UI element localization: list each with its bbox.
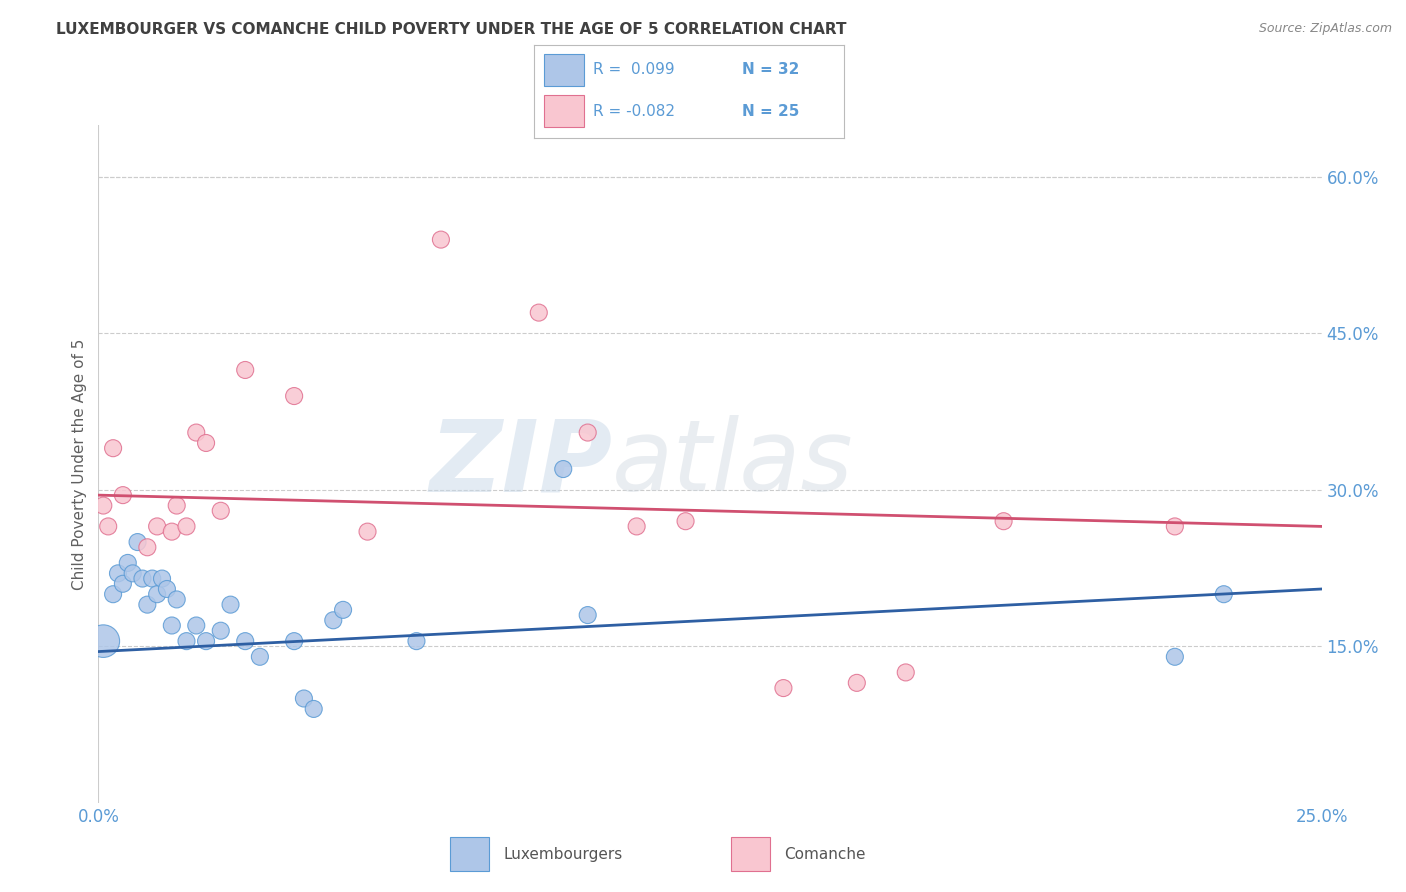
FancyBboxPatch shape bbox=[544, 95, 583, 127]
Point bbox=[576, 425, 599, 440]
Point bbox=[136, 598, 159, 612]
Point bbox=[283, 634, 305, 648]
Point bbox=[107, 566, 129, 581]
Point bbox=[233, 363, 256, 377]
Point bbox=[101, 441, 124, 455]
Text: ZIP: ZIP bbox=[429, 416, 612, 512]
Point bbox=[209, 504, 232, 518]
Point bbox=[1164, 519, 1187, 533]
Point bbox=[292, 691, 315, 706]
Point bbox=[101, 587, 124, 601]
Point bbox=[121, 566, 143, 581]
Point bbox=[160, 524, 183, 539]
Point bbox=[302, 702, 325, 716]
Point bbox=[356, 524, 378, 539]
Text: Comanche: Comanche bbox=[785, 847, 866, 862]
Text: R =  0.099: R = 0.099 bbox=[593, 62, 675, 78]
Point bbox=[136, 541, 159, 555]
Point bbox=[772, 681, 794, 695]
Point bbox=[195, 436, 218, 450]
Point bbox=[127, 535, 149, 549]
Point bbox=[117, 556, 139, 570]
Point bbox=[160, 618, 183, 632]
Point bbox=[186, 618, 208, 632]
Point bbox=[894, 665, 917, 680]
Point bbox=[91, 634, 114, 648]
Point bbox=[141, 572, 163, 586]
Point bbox=[527, 305, 550, 319]
Point bbox=[209, 624, 232, 638]
Text: LUXEMBOURGER VS COMANCHE CHILD POVERTY UNDER THE AGE OF 5 CORRELATION CHART: LUXEMBOURGER VS COMANCHE CHILD POVERTY U… bbox=[56, 22, 846, 37]
Point bbox=[576, 608, 599, 623]
Text: R = -0.082: R = -0.082 bbox=[593, 103, 675, 119]
Point bbox=[553, 462, 575, 476]
Point bbox=[131, 572, 153, 586]
Point bbox=[233, 634, 256, 648]
Point bbox=[146, 519, 169, 533]
Point bbox=[150, 572, 173, 586]
FancyBboxPatch shape bbox=[731, 837, 770, 871]
Y-axis label: Child Poverty Under the Age of 5: Child Poverty Under the Age of 5 bbox=[72, 338, 87, 590]
Point bbox=[176, 634, 198, 648]
Point bbox=[993, 514, 1015, 528]
Point bbox=[97, 519, 120, 533]
Point bbox=[283, 389, 305, 403]
Point bbox=[405, 634, 427, 648]
Point bbox=[1164, 649, 1187, 664]
Point bbox=[249, 649, 271, 664]
Text: atlas: atlas bbox=[612, 416, 853, 512]
Text: N = 32: N = 32 bbox=[741, 62, 799, 78]
Point bbox=[1212, 587, 1234, 601]
Point bbox=[675, 514, 697, 528]
FancyBboxPatch shape bbox=[450, 837, 489, 871]
Text: N = 25: N = 25 bbox=[741, 103, 799, 119]
Point bbox=[166, 499, 188, 513]
Point bbox=[430, 233, 453, 247]
Point bbox=[111, 488, 134, 502]
Point bbox=[146, 587, 169, 601]
FancyBboxPatch shape bbox=[544, 54, 583, 86]
Point bbox=[166, 592, 188, 607]
Point bbox=[91, 499, 114, 513]
Point bbox=[176, 519, 198, 533]
Point bbox=[626, 519, 648, 533]
Point bbox=[845, 676, 868, 690]
Point bbox=[219, 598, 242, 612]
Point bbox=[186, 425, 208, 440]
Point bbox=[322, 613, 344, 627]
Text: Source: ZipAtlas.com: Source: ZipAtlas.com bbox=[1258, 22, 1392, 36]
Point bbox=[195, 634, 218, 648]
Point bbox=[111, 576, 134, 591]
Point bbox=[156, 582, 179, 596]
Point bbox=[332, 603, 354, 617]
Text: Luxembourgers: Luxembourgers bbox=[503, 847, 623, 862]
